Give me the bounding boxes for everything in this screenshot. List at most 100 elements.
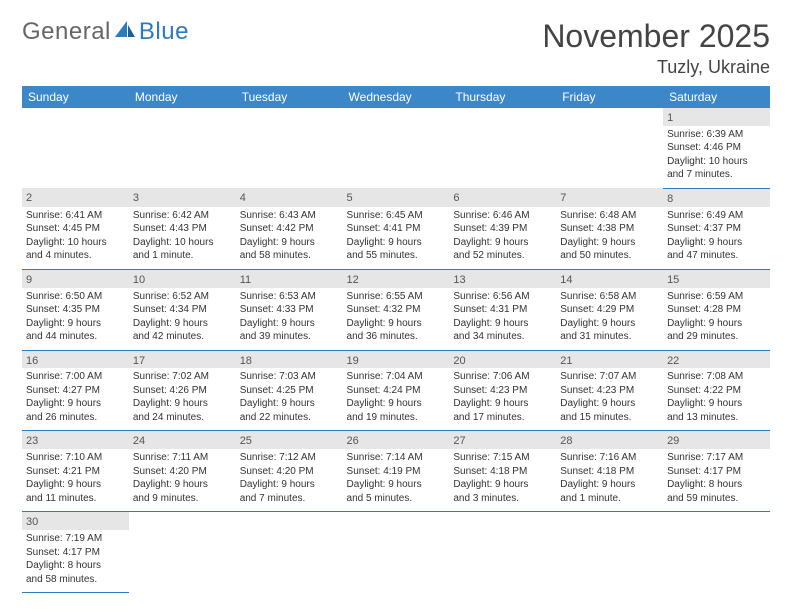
day-day1: Daylight: 8 hours	[26, 559, 125, 573]
day-cell: Sunrise: 6:52 AMSunset: 4:34 PMDaylight:…	[129, 288, 236, 351]
day-day2: and 7 minutes.	[240, 492, 339, 506]
day-cell: Sunrise: 7:15 AMSunset: 4:18 PMDaylight:…	[449, 449, 556, 512]
day-sunrise: Sunrise: 7:00 AM	[26, 370, 125, 384]
day-day1: Daylight: 9 hours	[453, 397, 552, 411]
day-number	[449, 512, 556, 530]
day-sunset: Sunset: 4:31 PM	[453, 303, 552, 317]
day-cell: Sunrise: 6:46 AMSunset: 4:39 PMDaylight:…	[449, 207, 556, 270]
day-sunset: Sunset: 4:23 PM	[453, 384, 552, 398]
day-day1: Daylight: 9 hours	[453, 236, 552, 250]
day-sunset: Sunset: 4:37 PM	[667, 222, 766, 236]
day-sunrise: Sunrise: 6:50 AM	[26, 290, 125, 304]
day-day2: and 55 minutes.	[347, 249, 446, 263]
day-sunrise: Sunrise: 6:58 AM	[560, 290, 659, 304]
day-day2: and 26 minutes.	[26, 411, 125, 425]
weekday-header: Thursday	[449, 86, 556, 108]
day-sunset: Sunset: 4:18 PM	[453, 465, 552, 479]
day-sunset: Sunset: 4:42 PM	[240, 222, 339, 236]
day-sunrise: Sunrise: 7:15 AM	[453, 451, 552, 465]
day-sunrise: Sunrise: 6:59 AM	[667, 290, 766, 304]
header: General Blue November 2025 Tuzly, Ukrain…	[22, 18, 770, 78]
day-sunset: Sunset: 4:26 PM	[133, 384, 232, 398]
day-day2: and 7 minutes.	[667, 168, 766, 182]
day-cell: Sunrise: 7:06 AMSunset: 4:23 PMDaylight:…	[449, 368, 556, 431]
day-cell: Sunrise: 6:41 AMSunset: 4:45 PMDaylight:…	[22, 207, 129, 270]
content-row: Sunrise: 6:41 AMSunset: 4:45 PMDaylight:…	[22, 207, 770, 270]
day-number: 12	[343, 269, 450, 287]
day-number: 21	[556, 350, 663, 368]
daynum-row: 2345678	[22, 188, 770, 206]
day-sunrise: Sunrise: 6:41 AM	[26, 209, 125, 223]
day-day2: and 11 minutes.	[26, 492, 125, 506]
day-day1: Daylight: 9 hours	[347, 397, 446, 411]
day-sunset: Sunset: 4:24 PM	[347, 384, 446, 398]
day-cell: Sunrise: 7:03 AMSunset: 4:25 PMDaylight:…	[236, 368, 343, 431]
day-day2: and 13 minutes.	[667, 411, 766, 425]
day-day2: and 39 minutes.	[240, 330, 339, 344]
day-sunrise: Sunrise: 7:07 AM	[560, 370, 659, 384]
day-day1: Daylight: 9 hours	[560, 317, 659, 331]
day-sunrise: Sunrise: 7:11 AM	[133, 451, 232, 465]
day-sunrise: Sunrise: 6:48 AM	[560, 209, 659, 223]
day-day2: and 47 minutes.	[667, 249, 766, 263]
day-sunrise: Sunrise: 7:12 AM	[240, 451, 339, 465]
day-number	[343, 512, 450, 530]
day-cell	[236, 126, 343, 189]
day-day1: Daylight: 9 hours	[133, 317, 232, 331]
day-cell: Sunrise: 6:50 AMSunset: 4:35 PMDaylight:…	[22, 288, 129, 351]
day-number: 7	[556, 188, 663, 206]
day-number: 8	[663, 188, 770, 206]
day-sunset: Sunset: 4:43 PM	[133, 222, 232, 236]
day-cell	[556, 530, 663, 593]
daynum-row: 16171819202122	[22, 350, 770, 368]
day-day2: and 9 minutes.	[133, 492, 232, 506]
day-number	[343, 108, 450, 126]
day-cell: Sunrise: 7:19 AMSunset: 4:17 PMDaylight:…	[22, 530, 129, 593]
day-sunrise: Sunrise: 7:03 AM	[240, 370, 339, 384]
day-sunset: Sunset: 4:19 PM	[347, 465, 446, 479]
day-cell: Sunrise: 6:48 AMSunset: 4:38 PMDaylight:…	[556, 207, 663, 270]
day-cell	[343, 126, 450, 189]
day-day1: Daylight: 9 hours	[133, 397, 232, 411]
day-number: 2	[22, 188, 129, 206]
weekday-header: Monday	[129, 86, 236, 108]
day-day2: and 17 minutes.	[453, 411, 552, 425]
day-cell	[343, 530, 450, 593]
day-cell: Sunrise: 6:43 AMSunset: 4:42 PMDaylight:…	[236, 207, 343, 270]
day-day1: Daylight: 9 hours	[560, 478, 659, 492]
day-cell	[236, 530, 343, 593]
weekday-header: Saturday	[663, 86, 770, 108]
day-day1: Daylight: 9 hours	[453, 317, 552, 331]
day-cell: Sunrise: 7:12 AMSunset: 4:20 PMDaylight:…	[236, 449, 343, 512]
logo-text-general: General	[22, 18, 111, 46]
day-cell: Sunrise: 7:17 AMSunset: 4:17 PMDaylight:…	[663, 449, 770, 512]
day-sunrise: Sunrise: 6:43 AM	[240, 209, 339, 223]
day-day1: Daylight: 9 hours	[347, 478, 446, 492]
weekday-header: Tuesday	[236, 86, 343, 108]
location: Tuzly, Ukraine	[542, 57, 770, 78]
day-sunrise: Sunrise: 7:14 AM	[347, 451, 446, 465]
day-day2: and 1 minute.	[560, 492, 659, 506]
day-number: 17	[129, 350, 236, 368]
content-row: Sunrise: 6:50 AMSunset: 4:35 PMDaylight:…	[22, 288, 770, 351]
daynum-row: 30	[22, 512, 770, 530]
title-block: November 2025 Tuzly, Ukraine	[542, 18, 770, 78]
day-cell	[449, 126, 556, 189]
day-sunrise: Sunrise: 7:04 AM	[347, 370, 446, 384]
day-number: 6	[449, 188, 556, 206]
day-day1: Daylight: 9 hours	[667, 397, 766, 411]
day-sunrise: Sunrise: 6:53 AM	[240, 290, 339, 304]
day-day1: Daylight: 9 hours	[240, 397, 339, 411]
day-day2: and 15 minutes.	[560, 411, 659, 425]
day-sunset: Sunset: 4:27 PM	[26, 384, 125, 398]
day-cell	[663, 530, 770, 593]
day-cell: Sunrise: 6:59 AMSunset: 4:28 PMDaylight:…	[663, 288, 770, 351]
day-day1: Daylight: 9 hours	[347, 317, 446, 331]
day-number: 26	[343, 431, 450, 449]
day-sunrise: Sunrise: 6:56 AM	[453, 290, 552, 304]
content-row: Sunrise: 7:10 AMSunset: 4:21 PMDaylight:…	[22, 449, 770, 512]
day-day1: Daylight: 9 hours	[560, 397, 659, 411]
day-number: 18	[236, 350, 343, 368]
day-number: 19	[343, 350, 450, 368]
day-sunrise: Sunrise: 6:42 AM	[133, 209, 232, 223]
